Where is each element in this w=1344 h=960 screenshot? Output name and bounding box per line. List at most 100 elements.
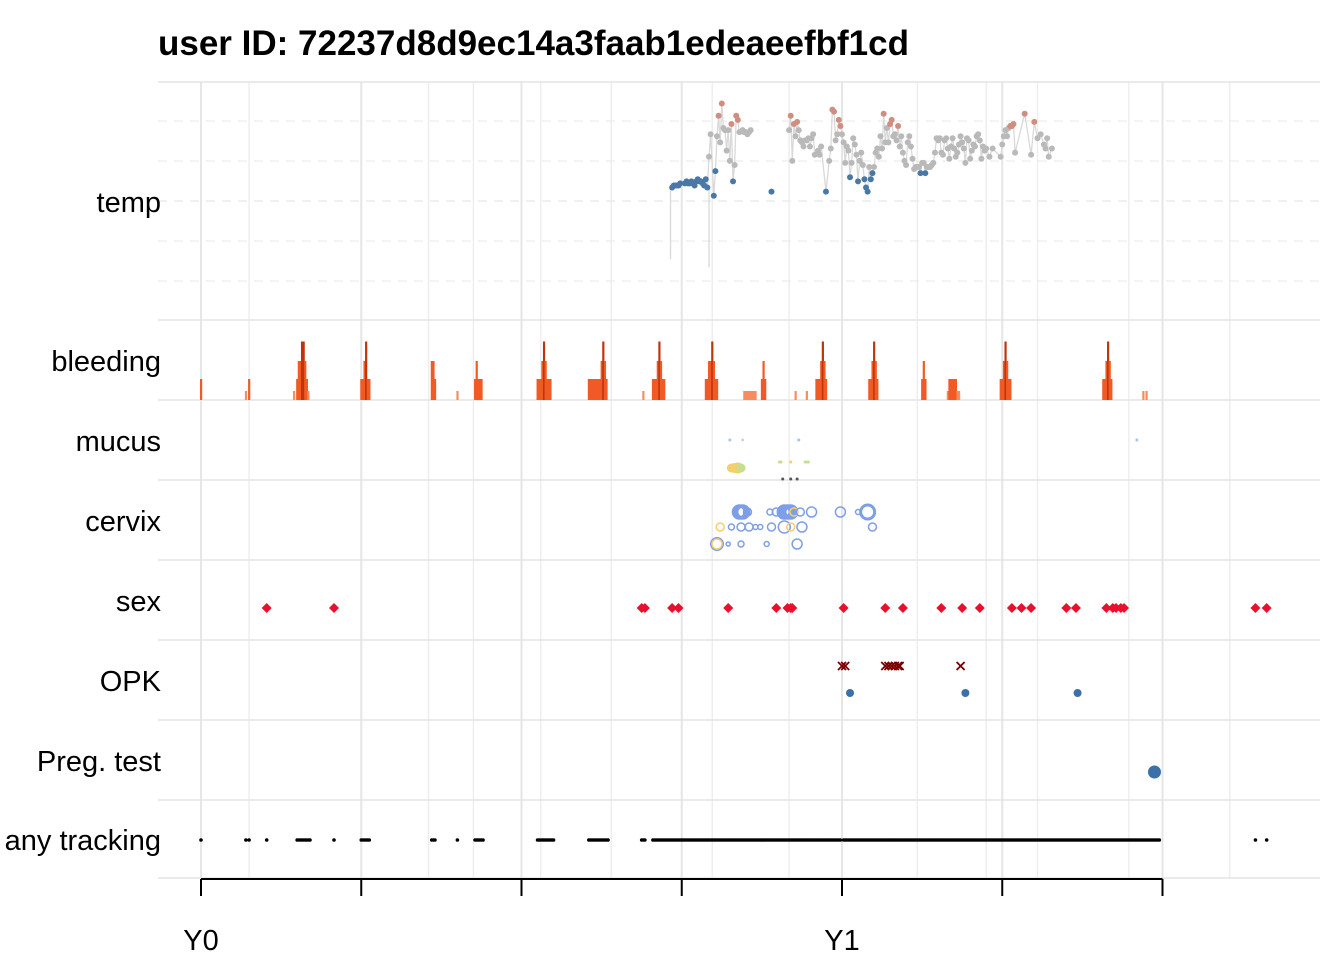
bleeding-bar: [823, 361, 826, 400]
sex-marker: [936, 603, 947, 613]
tracking-dot: [433, 838, 437, 842]
cervix-point: [867, 522, 878, 532]
temp-point: [707, 131, 714, 138]
mucus-point: [789, 460, 793, 464]
any-tracking-row: [199, 838, 1269, 842]
bleeding-bar: [549, 379, 552, 400]
row-label-mucus: mucus: [76, 426, 161, 458]
temp-point: [702, 176, 709, 183]
temp-point: [768, 188, 775, 195]
temp-point: [861, 176, 868, 183]
bleeding-bar: [1108, 361, 1111, 400]
bleeding-bar: [658, 341, 661, 400]
bleeding-bar: [1110, 379, 1113, 400]
temp-point: [800, 143, 807, 150]
sex-marker: [1061, 603, 1072, 613]
temp-point: [1004, 133, 1011, 140]
temp-point: [851, 141, 858, 148]
temp-point: [730, 178, 737, 185]
temp-point: [957, 133, 964, 140]
bleeding-bar: [477, 379, 480, 400]
temp-point: [822, 188, 829, 195]
bleeding-bar: [599, 379, 602, 400]
bleeding-bar: [1105, 361, 1108, 400]
tracking-dot: [1253, 838, 1258, 842]
bleeding-bar: [589, 379, 592, 400]
grid-layer: [158, 81, 1320, 879]
temp-point: [877, 133, 884, 140]
bleeding-bar: [480, 379, 483, 400]
sex-marker: [1101, 603, 1112, 613]
bleeding-bar: [999, 379, 1002, 400]
temp-point: [1034, 135, 1041, 142]
tracking-dot: [332, 838, 336, 842]
bleeding-bar: [651, 379, 655, 400]
temp-point: [792, 133, 799, 140]
temp-point: [786, 127, 793, 134]
temp-point: [1042, 145, 1049, 152]
opk-dot-marker: [961, 689, 970, 697]
temp-point: [904, 139, 911, 146]
temp-point: [972, 143, 979, 150]
temp-point: [734, 116, 741, 123]
x-tick-label: Y0: [183, 925, 218, 957]
bleeding-bar: [663, 379, 666, 400]
sex-marker: [838, 603, 849, 613]
temp-point: [839, 131, 845, 138]
temp-point: [968, 147, 975, 154]
bleeding-bar: [1107, 341, 1110, 400]
bleeding-bar: [1002, 361, 1006, 400]
cervix-point: [805, 506, 818, 518]
bleeding-bar: [948, 379, 951, 400]
temp-point: [723, 147, 730, 154]
bleeding-bar: [433, 379, 437, 400]
cervix-point: [727, 523, 736, 531]
bleeding-bar: [200, 379, 203, 400]
opk-x-marker: [837, 661, 847, 671]
bleeding-bar: [296, 379, 299, 400]
temp-point: [920, 159, 927, 166]
row-label-preg-test: Preg. test: [37, 746, 161, 778]
preg-test-row: [1147, 765, 1161, 779]
temp-point: [978, 155, 985, 162]
temp-point: [880, 110, 887, 117]
sex-marker: [897, 603, 908, 613]
bleeding-bar: [821, 341, 824, 400]
temp-point: [959, 139, 966, 146]
bleeding-bar: [951, 379, 954, 400]
tracking-dot: [308, 838, 312, 842]
temp-point: [1037, 131, 1044, 138]
tracking-dot: [247, 838, 251, 842]
temp-point: [818, 143, 825, 150]
temp-point: [895, 123, 902, 129]
temp-point: [946, 155, 953, 162]
bleeding-bar: [748, 391, 751, 400]
bleeding-bar: [1142, 391, 1145, 400]
bleeding-bar: [746, 391, 749, 400]
temp-point: [1044, 135, 1051, 142]
bleeding-bar: [307, 391, 310, 400]
bleeding-bar: [642, 391, 645, 400]
mucus-point: [806, 460, 810, 464]
bleeding-bar: [764, 379, 767, 400]
opk-x-marker: [893, 661, 903, 671]
cervix-point: [734, 504, 751, 520]
bleeding-bar: [1103, 379, 1107, 400]
cervix-point: [744, 522, 754, 532]
sex-marker: [1119, 603, 1130, 613]
temp-point: [975, 131, 982, 138]
opk-x-marker: [955, 661, 966, 671]
bleeding-bar: [707, 361, 711, 400]
temp-point: [922, 170, 929, 177]
sex-marker: [1250, 603, 1261, 613]
temp-point: [875, 153, 882, 160]
bleeding-bar: [363, 361, 366, 400]
bleeding-bar: [302, 341, 305, 400]
bleeding-bar: [762, 361, 765, 400]
bleeding-bar: [706, 379, 709, 400]
temp-point: [795, 127, 802, 134]
opk-x-marker: [895, 661, 905, 671]
cervix-point: [777, 520, 792, 534]
temp-point: [731, 161, 738, 168]
opk-dot-marker: [846, 689, 855, 697]
